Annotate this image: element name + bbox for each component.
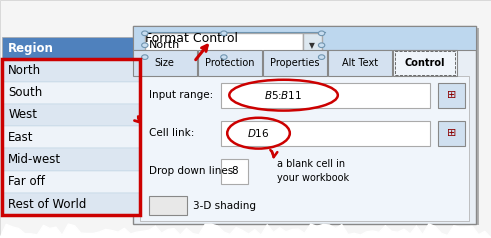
Text: Alt Text: Alt Text	[342, 58, 378, 68]
Bar	[221, 83, 430, 108]
Text: Cell link:: Cell link:	[149, 128, 194, 138]
Text: 3-D shading: 3-D shading	[193, 201, 256, 211]
Bar	[133, 50, 197, 76]
Text: Rest of World: Rest of World	[8, 198, 87, 211]
Text: West: West	[8, 109, 37, 121]
Text: $B$5:$B$11: $B$5:$B$11	[265, 89, 302, 101]
Bar	[263, 50, 327, 76]
Text: Mid-west: Mid-west	[8, 153, 61, 166]
Bar	[140, 76, 469, 221]
Bar	[221, 159, 248, 184]
Bar	[2, 37, 140, 59]
Text: Size: Size	[155, 58, 175, 68]
Ellipse shape	[318, 43, 325, 48]
Bar	[438, 83, 465, 108]
Text: 8: 8	[231, 166, 238, 176]
Bar	[198, 50, 262, 76]
Bar	[393, 50, 457, 76]
Text: ▼: ▼	[309, 41, 315, 50]
Text: Control: Control	[405, 58, 445, 68]
Text: a blank cell in
your workbook: a blank cell in your workbook	[277, 159, 350, 183]
Bar	[133, 26, 476, 224]
Ellipse shape	[141, 43, 148, 48]
Text: Format Control: Format Control	[145, 32, 238, 45]
Ellipse shape	[141, 55, 148, 60]
Bar	[145, 33, 303, 57]
Bar	[438, 121, 465, 146]
Bar	[2, 126, 140, 149]
Text: Far off: Far off	[8, 175, 45, 188]
Text: Properties: Properties	[270, 58, 320, 68]
Text: ⊞: ⊞	[447, 128, 456, 138]
Bar	[2, 149, 140, 171]
Text: $D$16: $D$16	[247, 127, 270, 139]
Bar	[395, 51, 455, 75]
Ellipse shape	[220, 31, 227, 36]
Bar	[136, 28, 479, 225]
Ellipse shape	[318, 31, 325, 36]
Bar	[2, 171, 140, 193]
Text: South: South	[8, 86, 43, 99]
Bar	[2, 104, 140, 126]
Ellipse shape	[220, 55, 227, 60]
Text: Drop down lines:: Drop down lines:	[149, 166, 237, 176]
Ellipse shape	[141, 31, 148, 36]
Text: East: East	[8, 131, 34, 144]
Bar	[303, 33, 322, 57]
Text: North: North	[8, 64, 41, 77]
Bar	[2, 82, 140, 104]
Bar	[2, 59, 140, 82]
Bar	[221, 121, 430, 146]
Bar	[2, 59, 140, 215]
Text: ⊞: ⊞	[447, 90, 456, 100]
Bar	[328, 50, 392, 76]
Bar	[149, 196, 187, 215]
Text: Input range:: Input range:	[149, 90, 213, 100]
Bar	[2, 193, 140, 215]
Text: Region: Region	[8, 42, 54, 55]
Text: Protection: Protection	[205, 58, 254, 68]
Ellipse shape	[318, 55, 325, 60]
Bar	[133, 26, 476, 50]
Text: North: North	[149, 40, 180, 50]
